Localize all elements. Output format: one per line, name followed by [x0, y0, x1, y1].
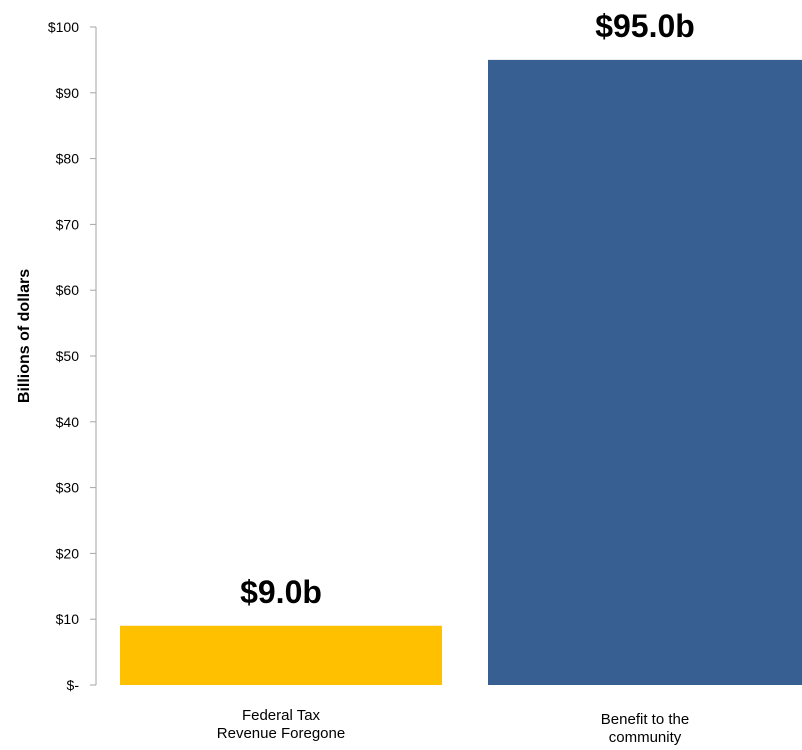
data-label: $95.0b — [595, 8, 695, 44]
data-labels: $9.0b $95.0b — [240, 8, 695, 610]
y-axis-label: Billions of dollars — [16, 269, 33, 403]
y-tick-label: $50 — [56, 348, 80, 364]
bars — [120, 59, 802, 685]
category-label: Benefit to the — [601, 711, 689, 728]
y-tick-label: $20 — [56, 545, 80, 561]
category-label: Federal Tax — [242, 707, 321, 724]
y-tick-label: $10 — [56, 611, 80, 627]
y-tick-label: $60 — [56, 282, 80, 298]
bar — [488, 59, 802, 685]
y-tick-label: $- — [67, 677, 80, 693]
category-label: community — [609, 729, 682, 746]
y-axis: $- $10 $20 $30 $40 $50 $60 $70 $80 $90 $100 — [48, 19, 97, 693]
y-tick-label: $40 — [56, 414, 80, 430]
bar — [120, 625, 442, 685]
y-tick-label: $90 — [56, 85, 80, 101]
category-label: Revenue Foregone — [217, 725, 345, 742]
y-tick-label: $80 — [56, 151, 80, 167]
data-label: $9.0b — [240, 574, 322, 610]
y-tick-label: $30 — [56, 480, 80, 496]
y-tick-label: $100 — [48, 19, 79, 35]
y-tick-label: $70 — [56, 216, 80, 232]
